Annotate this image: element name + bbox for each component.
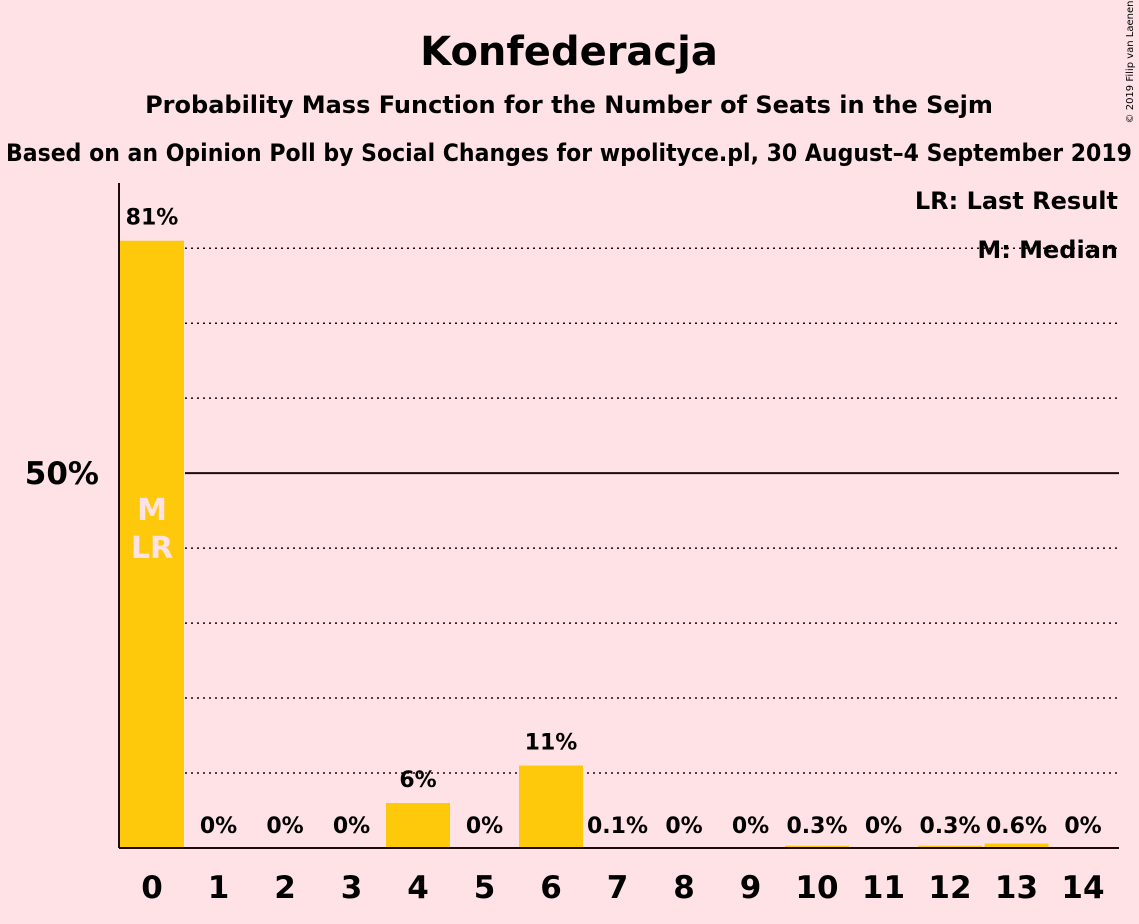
- x-tick-13: 13: [995, 870, 1038, 906]
- chart-source-line: Based on an Opinion Poll by Social Chang…: [6, 139, 1132, 167]
- x-tick-1: 1: [208, 870, 230, 906]
- last-result-marker: LR: [131, 531, 173, 566]
- value-label-9: 0%: [732, 814, 769, 839]
- legend-last-result: LR: Last Result: [915, 187, 1118, 215]
- value-label-11: 0%: [865, 814, 902, 839]
- value-label-0: 81%: [126, 206, 179, 231]
- value-label-4: 6%: [399, 768, 436, 793]
- value-labels: 81%0% 0% 0%6%0%11%0.1% 0% 0% 0.3% 0% 0.3% 0.6% 0%…: [126, 206, 1102, 839]
- bar-6: [519, 765, 583, 848]
- value-label-5: 0%: [466, 814, 503, 839]
- x-tick-14: 14: [1061, 870, 1104, 906]
- x-tick-6: 6: [540, 870, 562, 906]
- value-label-8: 0%: [665, 814, 702, 839]
- x-tick-0: 0: [141, 870, 163, 906]
- value-label-14: 0%: [1064, 814, 1101, 839]
- bar-0: [120, 240, 184, 849]
- copyright-notice: © 2019 Filip van Laenen: [1125, 1, 1136, 124]
- gridlines: [185, 247, 1119, 774]
- median-marker: M: [137, 493, 167, 528]
- bars: [120, 240, 1049, 849]
- bar-13: [984, 843, 1049, 848]
- value-label-10: 0.3%: [786, 814, 847, 839]
- x-tick-5: 5: [474, 870, 496, 906]
- y-tick-label-50: 50%: [25, 456, 99, 492]
- chart-subtitle: Probability Mass Function for the Number…: [145, 91, 993, 119]
- x-tick-9: 9: [740, 870, 762, 906]
- value-label-12: 0.3%: [919, 814, 980, 839]
- x-tick-11: 11: [862, 870, 905, 906]
- x-tick-4: 4: [407, 870, 429, 906]
- value-label-3: 0%: [333, 814, 370, 839]
- x-tick-7: 7: [607, 870, 629, 906]
- value-label-1: 0%: [200, 814, 237, 839]
- value-label-13: 0.6%: [986, 814, 1047, 839]
- bar-10: [785, 845, 849, 848]
- bar-12: [918, 845, 982, 848]
- value-label-2: 0%: [266, 814, 303, 839]
- bar-4: [386, 803, 450, 848]
- value-label-6: 11%: [525, 731, 578, 756]
- x-tick-12: 12: [928, 870, 971, 906]
- x-tick-8: 8: [673, 870, 695, 906]
- x-tick-labels: 0 1 2 3 4 5 6 7 8 9 10 11 12 13 14: [141, 870, 1104, 906]
- legend-median: M: Median: [977, 236, 1118, 264]
- value-label-7: 0.1%: [587, 814, 648, 839]
- x-tick-10: 10: [795, 870, 838, 906]
- x-tick-2: 2: [274, 870, 296, 906]
- x-tick-3: 3: [341, 870, 363, 906]
- chart-title: Konfederacja: [420, 29, 718, 75]
